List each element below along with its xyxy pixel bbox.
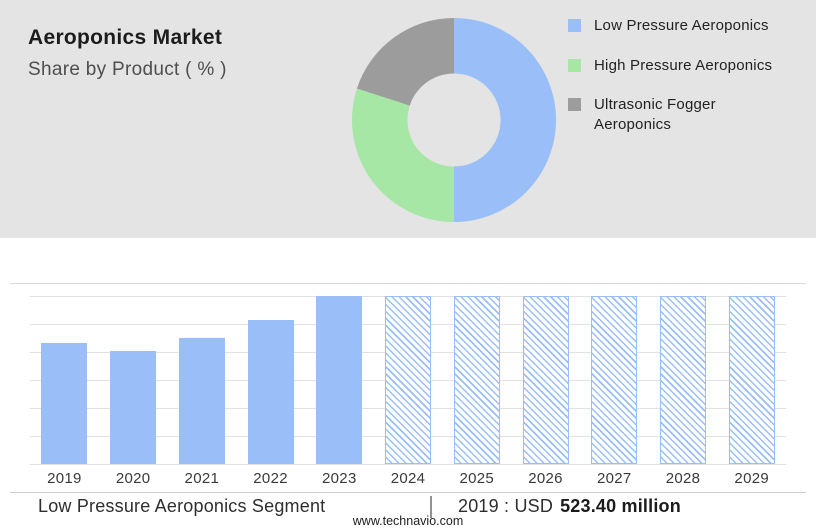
- year-label-2020: 2020: [115, 470, 151, 487]
- year-label-2023: 2023: [322, 470, 357, 487]
- bar-slot-2028: [649, 296, 718, 464]
- donut-chart: [351, 17, 557, 223]
- bar-slot-2029: [717, 296, 786, 464]
- summary-separator: |: [428, 492, 435, 518]
- bar-2020: [110, 351, 157, 464]
- summary-value: 2019 : USD 523.40 million: [458, 496, 681, 517]
- year-label-2029: 2029: [734, 470, 769, 487]
- bar-2024: [385, 296, 432, 464]
- donut-segment-2: [356, 17, 454, 106]
- bars: [30, 296, 786, 464]
- summary-row: Low Pressure Aeroponics Segment | 2019 :…: [0, 492, 816, 518]
- legend-swatch-gray: [568, 98, 581, 111]
- legend-item-low-pressure: Low Pressure Aeroponics: [568, 16, 796, 36]
- bar-slot-2024: [374, 296, 443, 464]
- separator-line-bottom: [10, 492, 806, 493]
- year-label-2027: 2027: [596, 470, 632, 487]
- segment-label: Low Pressure Aeroponics Segment: [38, 496, 326, 516]
- bar-slot-2025: [442, 296, 511, 464]
- bar-2022: [247, 319, 294, 464]
- legend-label: Low Pressure Aeroponics: [594, 17, 769, 34]
- year-label-2019: 2019: [47, 470, 82, 487]
- legend-item-ultrasonic-fogger: Ultrasonic Fogger Aeroponics: [568, 95, 796, 134]
- gridline: [30, 464, 786, 465]
- year-label-2028: 2028: [665, 470, 701, 487]
- bar-slot-2027: [580, 296, 649, 464]
- x-axis-labels: 2019 2020 2021 2022 2023 2024 2025 2026 2027 2028…: [30, 470, 786, 487]
- bar-slot-2022: [236, 296, 305, 464]
- donut-segment-1: [351, 88, 454, 223]
- year-label-2021: 2021: [184, 470, 220, 487]
- bar-slot-2026: [511, 296, 580, 464]
- year-label-2022: 2022: [253, 470, 288, 487]
- website-text: www.technavio.com: [352, 514, 464, 528]
- hero-panel: Aeroponics Market Share by Product ( % )…: [0, 0, 816, 238]
- legend-label: High Pressure Aeroponics: [594, 56, 773, 74]
- bar-slot-2023: [305, 296, 374, 464]
- bar-2028: [659, 296, 706, 464]
- bar-2029: [728, 296, 775, 464]
- year-label-2026: 2026: [528, 470, 563, 487]
- year-label-2024: 2024: [390, 470, 426, 487]
- summary-value-amount: 523.40 million: [560, 496, 681, 516]
- year-label-2025: 2025: [459, 470, 495, 487]
- legend-label: Ultrasonic Fogger Aeroponics: [594, 96, 716, 133]
- bar-slot-2021: [167, 296, 236, 464]
- bar-chart: [30, 296, 786, 465]
- hero-text: Aeroponics Market Share by Product ( % ): [28, 26, 227, 81]
- bar-slot-2020: [99, 296, 168, 464]
- legend-swatch-green: [568, 58, 581, 72]
- bar-2027: [591, 296, 638, 464]
- summary-value-prefix: 2019 : USD: [458, 496, 554, 516]
- bar-2026: [522, 296, 569, 464]
- bar-2021: [178, 338, 225, 464]
- legend: Low Pressure Aeroponics High Pressure Ae…: [568, 16, 796, 154]
- bar-2019: [41, 343, 88, 464]
- legend-item-high-pressure: High Pressure Aeroponics: [568, 56, 796, 76]
- separator-line-top: [10, 283, 806, 284]
- bar-2025: [453, 296, 500, 464]
- legend-swatch-blue: [568, 19, 581, 32]
- page-title: Aeroponics Market: [28, 26, 223, 49]
- page-subtitle: Share by Product ( % ): [28, 59, 227, 80]
- donut-segment-0: [454, 17, 557, 223]
- bar-slot-2019: [30, 296, 99, 464]
- bar-2023: [316, 296, 363, 464]
